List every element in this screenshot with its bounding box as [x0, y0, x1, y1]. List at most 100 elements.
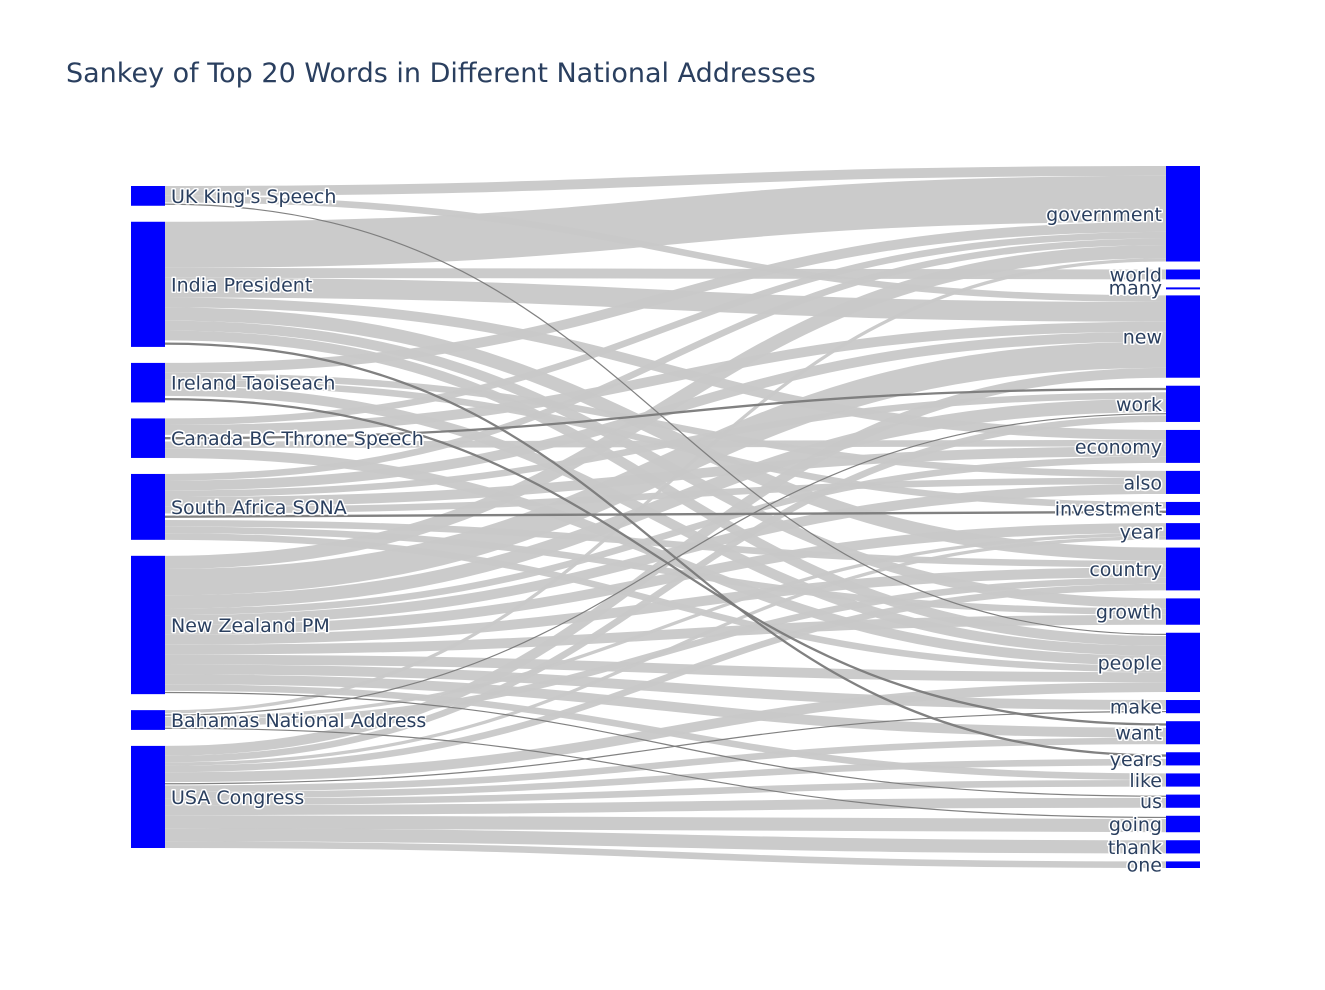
node-label-bahamas-national-address: Bahamas National Address: [171, 710, 426, 732]
link-ireland-taoiseach-to-government: [164, 221, 1167, 373]
node-label-south-africa-sona: South Africa SONA: [171, 497, 347, 519]
chart-title: Sankey of Top 20 Words in Different Nati…: [66, 58, 816, 89]
node-label-want: want: [1115, 723, 1162, 745]
links-layer: [164, 165, 1167, 869]
link-usa-congress-to-going: [164, 815, 1167, 833]
node-label-canada-bc-throne-speech: Canada BC Throne Speech: [171, 428, 424, 450]
link-usa-congress-to-thank: [164, 828, 1167, 854]
link-new-zealand-pm-to-growth: [164, 614, 1167, 655]
link-usa-congress-to-country: [164, 583, 1167, 773]
node-label-country: country: [1089, 559, 1162, 581]
link-usa-congress-to-like: [164, 780, 1167, 806]
link-usa-congress-to-year: [164, 536, 1167, 766]
node-usa-congress[interactable]: [131, 745, 165, 848]
node-label-uk-king-s-speech: UK King's Speech: [171, 186, 336, 208]
link-canada-bc-throne-speech-to-work: [164, 387, 1167, 440]
link-south-africa-sona-to-investment: [164, 510, 1167, 518]
node-year[interactable]: [1166, 523, 1200, 540]
node-label-many: many: [1109, 277, 1162, 299]
link-new-zealand-pm-to-want: [164, 674, 1167, 738]
node-south-africa-sona[interactable]: [131, 473, 165, 540]
node-ireland-taoiseach[interactable]: [131, 362, 165, 403]
node-label-going: going: [1109, 814, 1162, 836]
node-label-government: government: [1046, 204, 1162, 226]
link-new-zealand-pm-to-us: [164, 691, 1167, 797]
link-south-africa-sona-to-government: [164, 238, 1167, 481]
link-bahamas-national-address-to-government: [164, 258, 1167, 714]
node-label-growth: growth: [1096, 602, 1162, 624]
link-bahamas-national-address-to-going: [164, 727, 1167, 819]
node-label-work: work: [1116, 394, 1162, 416]
node-label-year: year: [1120, 521, 1163, 543]
link-new-zealand-pm-to-country: [164, 567, 1167, 645]
node-label-one: one: [1127, 855, 1162, 877]
node-us[interactable]: [1166, 794, 1200, 808]
node-work[interactable]: [1166, 385, 1200, 422]
link-new-zealand-pm-to-new: [164, 341, 1167, 596]
node-label-also: also: [1124, 472, 1162, 494]
node-label-new: new: [1123, 327, 1162, 349]
node-make[interactable]: [1166, 700, 1200, 714]
link-india-president-to-years: [164, 342, 1167, 757]
node-country[interactable]: [1166, 547, 1200, 591]
link-usa-congress-to-make: [164, 710, 1167, 785]
node-investment[interactable]: [1166, 501, 1200, 516]
link-usa-congress-to-us: [164, 797, 1167, 816]
node-label-world: world: [1110, 264, 1162, 286]
labels-layer: UK King's Speech India President Ireland T…: [170, 184, 1164, 878]
link-usa-congress-to-years: [164, 758, 1167, 799]
link-ireland-taoiseach-to-want: [164, 397, 1167, 726]
node-thank[interactable]: [1166, 840, 1200, 854]
link-canada-bc-throne-speech-to-new: [164, 321, 1167, 435]
node-uk-king-s-speech[interactable]: [131, 186, 165, 206]
link-uk-king-s-speech-to-new: [164, 195, 1167, 302]
link-canada-bc-throne-speech-to-government: [164, 231, 1167, 426]
node-going[interactable]: [1166, 815, 1200, 833]
link-south-africa-sona-to-also: [164, 477, 1167, 514]
link-uk-king-s-speech-to-people: [164, 203, 1167, 635]
link-new-zealand-pm-to-people: [164, 654, 1167, 683]
link-south-africa-sona-to-growth: [164, 526, 1167, 615]
node-one[interactable]: [1166, 861, 1200, 868]
link-new-zealand-pm-to-government: [164, 245, 1167, 569]
link-bahamas-national-address-to-work: [164, 413, 1167, 716]
link-india-president-to-government: [164, 175, 1167, 268]
link-usa-congress-to-people: [164, 682, 1167, 783]
node-like[interactable]: [1166, 773, 1200, 787]
node-government[interactable]: [1166, 166, 1200, 262]
link-india-president-to-economy: [164, 297, 1167, 440]
nodes-layer: [131, 166, 1200, 868]
node-people[interactable]: [1166, 632, 1200, 693]
link-bahamas-national-address-to-year: [164, 532, 1167, 721]
node-label-economy: economy: [1075, 436, 1162, 458]
node-many[interactable]: [1166, 287, 1200, 290]
link-new-zealand-pm-to-economy: [164, 456, 1167, 616]
node-canada-bc-throne-speech[interactable]: [131, 418, 165, 458]
node-label-india-president: India President: [171, 274, 312, 296]
node-label-people: people: [1098, 652, 1162, 674]
node-label-years: years: [1110, 749, 1162, 771]
link-south-africa-sona-to-work: [164, 392, 1167, 498]
link-usa-congress-to-work: [164, 415, 1167, 763]
node-also[interactable]: [1166, 470, 1200, 494]
node-india-president[interactable]: [131, 221, 165, 347]
node-want[interactable]: [1166, 721, 1200, 745]
node-world[interactable]: [1166, 269, 1200, 280]
node-economy[interactable]: [1166, 429, 1200, 463]
link-usa-congress-to-one: [164, 841, 1167, 869]
link-new-zealand-pm-to-year: [164, 523, 1167, 635]
node-new[interactable]: [1166, 295, 1200, 378]
node-label-like: like: [1129, 770, 1162, 792]
link-usa-congress-to-want: [164, 737, 1167, 793]
node-label-us: us: [1140, 791, 1162, 813]
link-india-president-to-country: [164, 307, 1167, 561]
node-years[interactable]: [1166, 752, 1200, 766]
node-growth[interactable]: [1166, 598, 1200, 625]
link-south-africa-sona-to-country: [164, 520, 1167, 568]
link-new-zealand-pm-to-work: [164, 398, 1167, 609]
node-bahamas-national-address[interactable]: [131, 710, 165, 730]
node-new-zealand-pm[interactable]: [131, 555, 165, 695]
node-label-ireland-taoiseach: Ireland Taoiseach: [171, 373, 335, 395]
link-new-zealand-pm-to-make: [164, 664, 1167, 710]
